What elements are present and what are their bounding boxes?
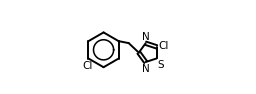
Text: Cl: Cl xyxy=(159,41,169,51)
Text: N: N xyxy=(142,64,150,74)
Text: S: S xyxy=(157,60,164,70)
Text: N: N xyxy=(142,32,150,42)
Text: Cl: Cl xyxy=(83,61,93,71)
